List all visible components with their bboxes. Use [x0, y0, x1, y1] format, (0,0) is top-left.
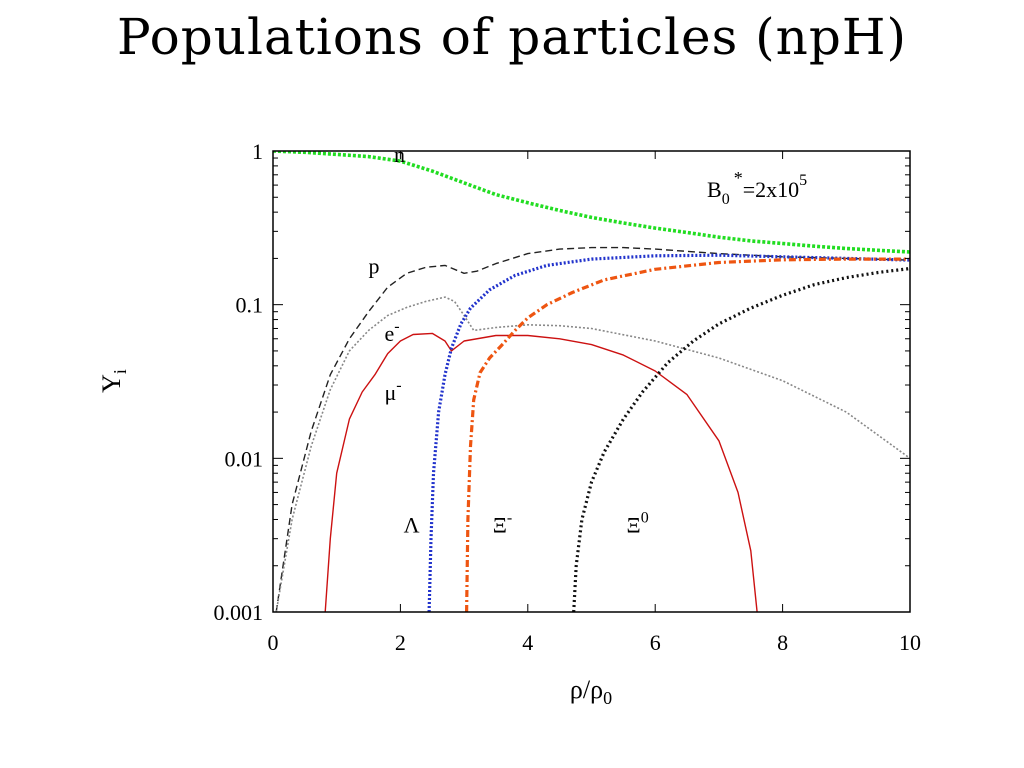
series-layer: [273, 151, 910, 612]
series-line-p: [275, 246, 910, 612]
y-tick-label: 0.1: [236, 293, 264, 318]
series-line-e-: [275, 296, 910, 612]
x-tick-label: 10: [899, 630, 921, 655]
y-tick-label: 0.01: [225, 446, 264, 471]
series-label-p: p: [369, 253, 380, 278]
ticks-layer: 0 2 4 6 8 10 0.001 0.01 0.1 1: [214, 139, 922, 655]
series-labels: n p e-μ- Λ Ξ- Ξ0: [369, 142, 649, 537]
x-tick-label: 8: [777, 630, 788, 655]
x-tick-label: 0: [268, 630, 279, 655]
series-label-mu-: μ-: [384, 377, 401, 405]
series-label-xi-: Ξ-: [493, 509, 512, 537]
x-tick-label: 6: [650, 630, 661, 655]
plot-frame: [272, 150, 911, 613]
series-label-lambda: Λ: [404, 512, 420, 537]
series-label-n: n: [394, 142, 405, 167]
series-label-e-: e-: [384, 318, 399, 346]
x-tick-label: 4: [522, 630, 533, 655]
y-tick-label: 1: [252, 139, 263, 164]
series-line-lambda: [427, 253, 910, 612]
series-line-xi0: [572, 266, 910, 612]
y-axis-title: Yi: [97, 369, 130, 393]
slide-title: Populations of particles (npH): [117, 8, 907, 66]
x-tick-label: 2: [395, 630, 406, 655]
y-tick-label: 0.001: [214, 600, 264, 625]
series-line-n: [273, 151, 910, 254]
series-line-xi-: [465, 257, 910, 612]
field-annotation: B0*=2x105: [707, 168, 807, 208]
x-axis-title: ρ/ρ0: [570, 675, 612, 708]
series-label-xi0: Ξ0: [627, 509, 649, 537]
series-line-mu-: [324, 332, 758, 612]
